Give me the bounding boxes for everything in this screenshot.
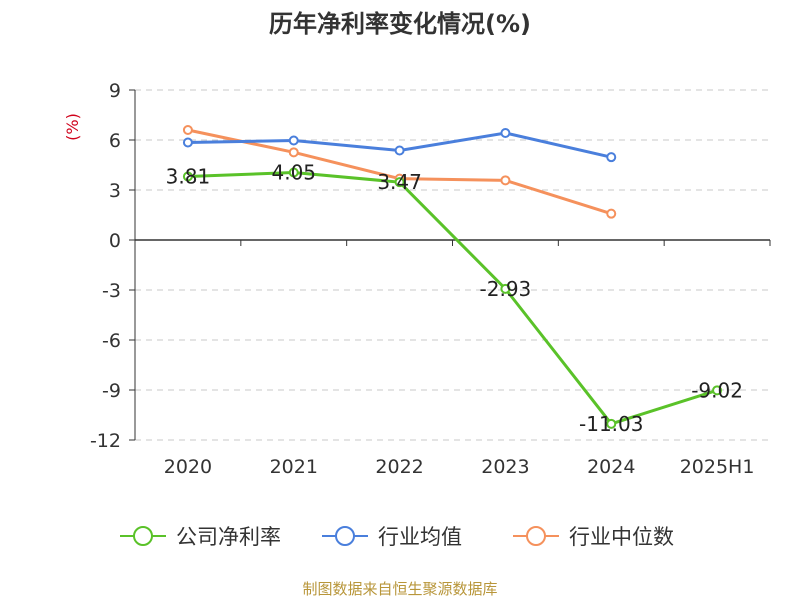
legend-label: 行业均值: [378, 525, 462, 549]
y-tick-label: -6: [102, 330, 121, 352]
series-line: [187, 170, 718, 426]
data-point: [606, 208, 617, 219]
x-tick-label: 2021: [270, 456, 318, 478]
data-point: [182, 171, 193, 182]
data-point: [712, 385, 723, 396]
data-point: [500, 128, 511, 138]
data-point: [288, 167, 299, 178]
data-label: 3.81: [166, 165, 211, 189]
data-point: [500, 175, 511, 186]
axes: 9 6 3 0 -3 -6 -9 -12 2020 2021 2022 2023 2024 2025H1: [90, 80, 771, 478]
x-tick-label: 2020: [164, 456, 212, 478]
y-tick-label: -12: [90, 430, 121, 452]
data-label: 3.47: [377, 170, 422, 194]
legend-swatch-marker: [335, 526, 355, 546]
series-layer: [182, 125, 723, 429]
x-tick-label: 2024: [587, 456, 635, 478]
data-point: [606, 418, 617, 429]
data-label: -9.02: [691, 378, 743, 402]
x-tick-label: 2025H1: [680, 456, 755, 478]
data-labels: 3.81 4.05 3.47 -2.93 -11.03 -9.02: [166, 161, 743, 436]
data-point: [288, 147, 299, 158]
data-point: [288, 135, 299, 146]
data-label: -11.03: [579, 412, 643, 436]
grid-lines: [135, 89, 770, 441]
legend-label: 行业中位数: [569, 525, 674, 549]
legend: 公司净利率 行业均值 行业中位数: [120, 525, 674, 549]
x-tick-label: 2022: [375, 456, 423, 478]
data-point: [394, 145, 405, 156]
data-point: [606, 152, 617, 163]
y-tick-label: -3: [102, 280, 121, 302]
data-point: [394, 177, 405, 188]
legend-label: 公司净利率: [176, 525, 281, 549]
y-tick-label: 6: [109, 130, 121, 152]
legend-swatch-marker: [133, 526, 153, 546]
y-tick-label: 9: [109, 80, 121, 102]
y-tick-label: -9: [102, 380, 121, 402]
data-point: [500, 283, 511, 294]
y-axis-label: (%): [63, 113, 82, 141]
y-tick-label: 0: [109, 230, 121, 252]
x-tick-label: 2023: [481, 456, 529, 478]
legend-swatch-marker: [526, 526, 546, 546]
source-note: 制图数据来自恒生聚源数据库: [302, 580, 497, 598]
data-point: [182, 137, 193, 148]
y-tick-label: 3: [109, 180, 121, 202]
data-label: 4.05: [271, 161, 316, 185]
chart-title: 历年净利率变化情况(%): [269, 10, 531, 38]
data-label: -2.93: [480, 277, 532, 301]
data-point: [182, 125, 193, 135]
